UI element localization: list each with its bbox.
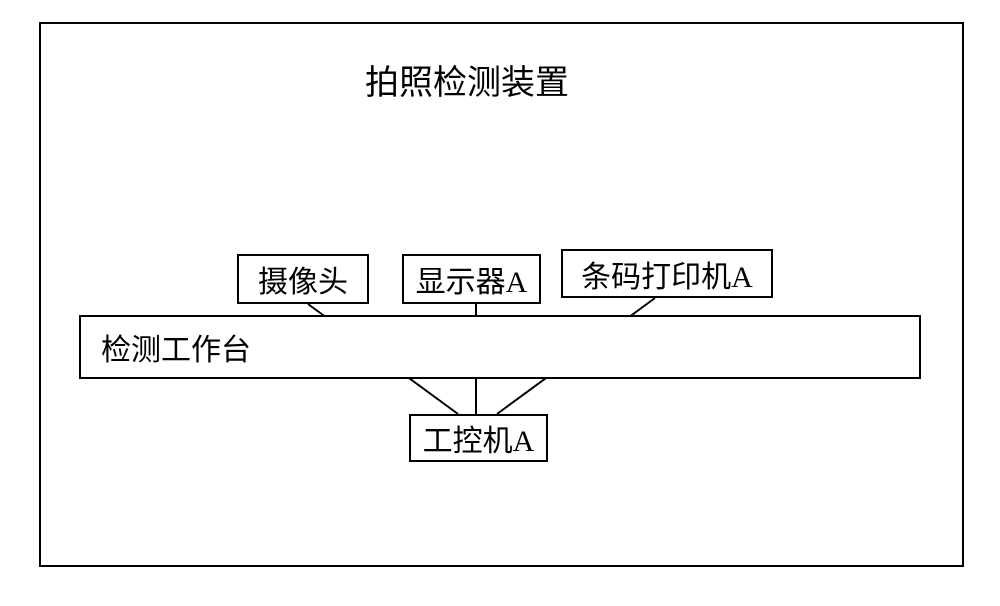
diagram-title: 拍照检测装置 [365, 55, 569, 104]
display-label: 显示器A [416, 257, 528, 301]
controller-label: 工控机A [423, 416, 535, 460]
controller-box: 工控机A [409, 414, 548, 462]
camera-box: 摄像头 [237, 254, 369, 304]
workbench-box: 检测工作台 [79, 315, 921, 379]
printer-box: 条码打印机A [561, 249, 773, 298]
display-box: 显示器A [402, 254, 541, 304]
printer-label: 条码打印机A [581, 252, 753, 296]
workbench-label: 检测工作台 [101, 325, 251, 369]
camera-label: 摄像头 [258, 257, 348, 301]
